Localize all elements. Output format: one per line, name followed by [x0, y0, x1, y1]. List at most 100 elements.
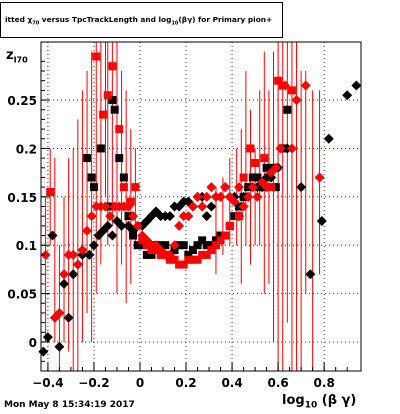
square-marker [138, 241, 147, 250]
square-marker [188, 255, 197, 264]
diamond-marker [132, 220, 143, 231]
square-marker [161, 241, 170, 250]
diamond-marker [215, 191, 226, 202]
diamond-marker [84, 249, 95, 260]
square-marker [198, 250, 207, 259]
square-marker [92, 52, 101, 61]
square-marker [234, 212, 243, 221]
diamond-marker [116, 220, 127, 231]
diamond-marker [174, 220, 185, 231]
square-marker [170, 255, 179, 264]
square-marker [251, 158, 260, 167]
diamond-marker [88, 240, 99, 251]
square-marker [89, 183, 98, 192]
diamond-marker [300, 80, 311, 91]
y-tick-label: 0.1 [16, 239, 37, 253]
square-marker [96, 144, 105, 153]
diamond-marker [102, 220, 113, 231]
timestamp-footer: Mon May 8 15:34:19 2017 [4, 400, 135, 410]
square-marker [211, 241, 220, 250]
square-marker [202, 241, 211, 250]
diamond-marker [197, 201, 208, 212]
square-marker [287, 86, 296, 95]
square-marker [83, 154, 92, 163]
square-marker [193, 241, 202, 250]
diamond-marker [243, 191, 254, 202]
diamond-marker [323, 133, 334, 144]
square-marker [207, 246, 216, 255]
diamond-marker [229, 196, 240, 207]
diamond-marker [291, 95, 302, 106]
square-marker [142, 250, 151, 259]
square-marker [184, 255, 193, 264]
square-marker [202, 250, 211, 259]
square-marker [87, 173, 96, 182]
square-marker [198, 236, 207, 245]
square-marker [216, 231, 225, 240]
x-tick-label: 0.2 [175, 376, 196, 390]
square-marker [119, 183, 128, 192]
square-marker [119, 173, 128, 182]
square-marker [184, 250, 193, 259]
diamond-marker [342, 90, 353, 101]
diamond-marker [233, 182, 244, 193]
x-tick-label: 0.4 [221, 376, 242, 390]
square-marker [262, 163, 271, 172]
diamond-marker [82, 225, 93, 236]
y-tick-label: 0 [29, 336, 37, 350]
diamond-marker [59, 278, 70, 289]
x-tick-label: −0.2 [78, 376, 109, 390]
square-marker [133, 241, 142, 250]
diamond-marker [296, 182, 307, 193]
diamond-marker [305, 269, 316, 280]
x-tick-label: 0.6 [267, 376, 288, 390]
diamond-marker [68, 269, 79, 280]
square-marker [221, 231, 230, 240]
diamond-marker [40, 249, 51, 260]
square-marker [115, 154, 124, 163]
diamond-marker [63, 312, 74, 323]
square-marker [283, 105, 292, 114]
diamond-marker [68, 249, 79, 260]
diamond-marker [107, 230, 118, 241]
square-marker [46, 187, 55, 196]
diamond-marker [105, 211, 116, 222]
square-marker [179, 260, 188, 269]
y-axis-label: zI70 [6, 48, 28, 65]
diamond-marker [261, 182, 272, 193]
y-tick-label: 0.15 [7, 191, 37, 205]
square-marker [260, 154, 269, 163]
diamond-marker [54, 341, 65, 352]
square-marker [99, 110, 108, 119]
diamond-marker [201, 211, 212, 222]
square-marker [225, 221, 234, 230]
chart-title-box: itted χ70 versus TpcTrackLength and log1… [0, 2, 283, 38]
square-marker [239, 173, 248, 182]
x-tick-label: 0 [136, 376, 144, 390]
y-tick-label: 0.25 [7, 94, 37, 108]
square-marker [108, 62, 117, 71]
diamond-marker [314, 172, 325, 183]
square-marker [248, 173, 257, 182]
square-marker [126, 197, 135, 206]
diamond-marker [183, 211, 194, 222]
diamond-marker [192, 191, 203, 202]
square-marker [115, 125, 124, 134]
diamond-marker [187, 201, 198, 212]
diamond-marker [206, 182, 217, 193]
square-marker [216, 236, 225, 245]
square-marker [253, 173, 262, 182]
diamond-marker [280, 80, 291, 91]
x-axis-label: log10 (β γ) [282, 393, 357, 411]
diamond-marker [252, 191, 263, 202]
diamond-marker [128, 211, 139, 222]
diamond-marker [316, 216, 327, 227]
square-marker [271, 183, 280, 192]
square-marker [188, 246, 197, 255]
diamond-marker [164, 211, 175, 222]
diamond-marker [220, 182, 231, 193]
diamond-marker [351, 80, 362, 91]
diamond-marker [77, 245, 88, 256]
diamond-marker [42, 332, 53, 343]
square-marker [175, 260, 184, 269]
